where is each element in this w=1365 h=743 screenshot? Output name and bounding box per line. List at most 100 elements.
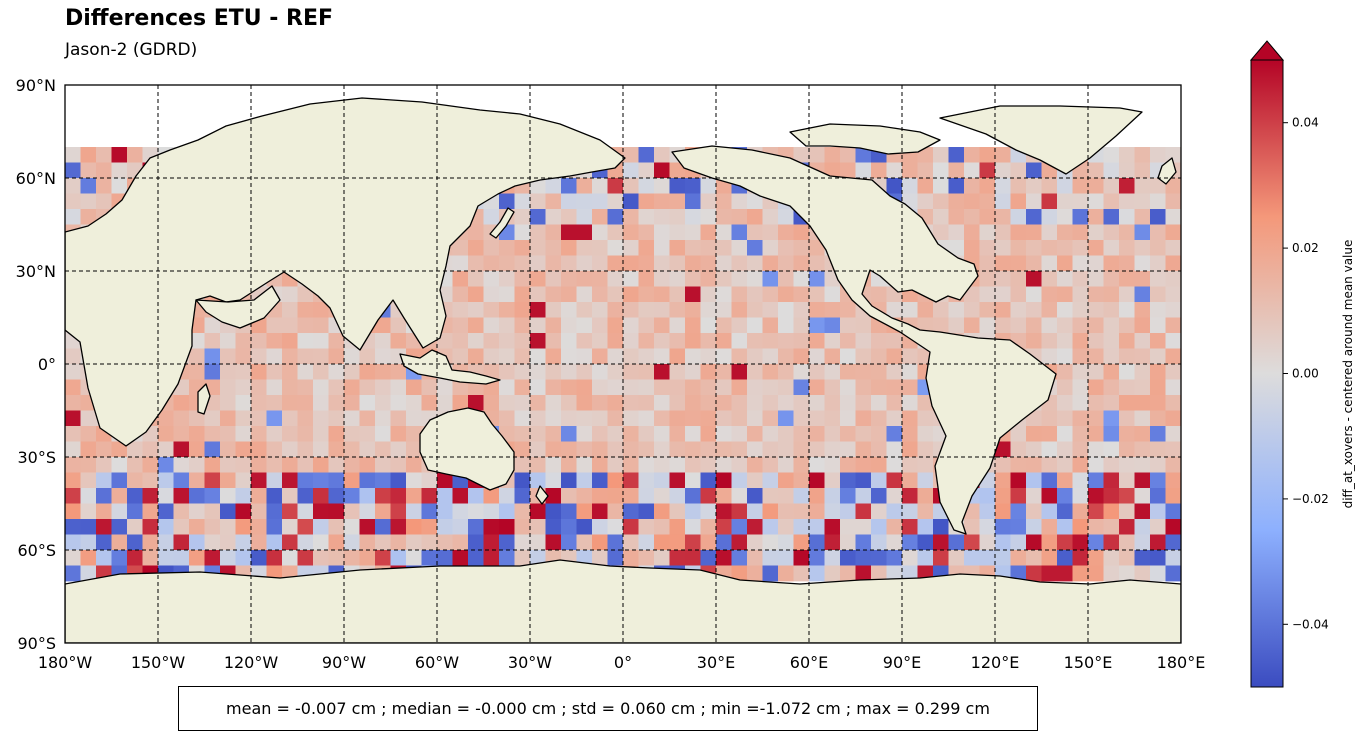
data-cell (1103, 147, 1120, 163)
data-cell (669, 178, 686, 194)
data-cell (204, 503, 221, 520)
data-cell (65, 364, 81, 380)
data-cell (328, 333, 345, 349)
data-cell (142, 441, 159, 458)
data-cell (375, 364, 391, 380)
data-cell (1026, 286, 1042, 303)
data-cell (1119, 395, 1135, 411)
statistics-text: mean = -0.007 cm ; median = -0.000 cm ; … (226, 699, 990, 718)
data-cell (344, 503, 360, 520)
data-cell (995, 286, 1011, 303)
data-cell (948, 224, 965, 241)
data-cell (902, 178, 918, 194)
data-cell (576, 410, 593, 427)
data-cell (1088, 550, 1104, 566)
data-cell (762, 364, 779, 380)
data-cell (824, 333, 841, 349)
data-cell (111, 457, 128, 473)
data-cell (1119, 333, 1135, 349)
land-japan (489, 207, 515, 239)
data-cell (235, 395, 252, 411)
data-cell (530, 317, 546, 334)
data-cell (1150, 503, 1166, 520)
data-cell (282, 364, 298, 380)
data-cell (514, 240, 531, 256)
data-cell (700, 503, 717, 520)
data-cell (390, 519, 407, 535)
data-cell (80, 147, 97, 163)
data-cell (452, 302, 469, 318)
data-cell (1041, 178, 1058, 194)
data-cell (514, 193, 531, 210)
data-cell (669, 534, 686, 551)
data-cell (111, 441, 128, 458)
data-cell (638, 457, 655, 473)
data-cell (1026, 209, 1042, 225)
data-cell (716, 519, 732, 535)
data-cell (111, 488, 128, 504)
data-cell (778, 317, 794, 334)
data-cell (793, 519, 810, 535)
data-cell (576, 333, 593, 349)
data-cell (483, 317, 500, 334)
data-cell (669, 302, 686, 318)
data-cell (251, 550, 267, 566)
data-cell (607, 410, 624, 427)
data-cell (623, 240, 639, 256)
data-cell (995, 302, 1011, 318)
data-cell (359, 379, 376, 396)
data-cell (468, 519, 484, 535)
data-cell (778, 395, 794, 411)
data-cell (1072, 333, 1089, 349)
data-cell (545, 472, 562, 489)
data-cell (375, 503, 391, 520)
data-cell (359, 410, 376, 427)
data-cell (406, 410, 422, 427)
data-cell (1010, 472, 1027, 489)
data-cell (406, 379, 422, 396)
data-cell (1057, 333, 1073, 349)
data-cell (1072, 255, 1089, 272)
data-cell (266, 503, 283, 520)
data-cell (778, 286, 794, 303)
data-cell (483, 550, 500, 566)
data-cell (917, 534, 934, 551)
data-cell (1088, 302, 1104, 318)
data-cell (1134, 193, 1151, 210)
data-cell (623, 271, 639, 287)
data-cell (499, 317, 515, 334)
data-cell (1057, 240, 1073, 256)
data-cell (452, 317, 469, 334)
data-cell (778, 410, 794, 427)
data-cell (731, 209, 748, 225)
data-cell (1010, 457, 1027, 473)
data-cell (902, 302, 918, 318)
data-cell (437, 488, 453, 504)
data-cell (747, 302, 763, 318)
data-cell (933, 519, 949, 535)
lon-tick-label: 120°E (971, 653, 1020, 672)
data-cell (80, 550, 97, 566)
data-cell (685, 209, 701, 225)
data-cell (111, 519, 128, 535)
data-cell (576, 178, 593, 194)
data-cell (1072, 317, 1089, 334)
data-cell (700, 379, 717, 396)
data-cell (824, 395, 841, 411)
data-cell (452, 488, 469, 504)
data-cell (452, 240, 469, 256)
data-cell (251, 348, 267, 365)
data-cell (638, 534, 655, 551)
data-cell (607, 472, 624, 489)
data-cell (623, 519, 639, 535)
data-cell (762, 209, 779, 225)
data-cell (824, 503, 841, 520)
data-cell (499, 519, 515, 535)
data-cell (654, 302, 670, 318)
data-cell (1041, 441, 1058, 458)
data-cell (669, 317, 686, 334)
data-cell (530, 503, 546, 520)
data-cell (375, 457, 391, 473)
data-cell (700, 209, 717, 225)
data-cell (1103, 565, 1120, 582)
